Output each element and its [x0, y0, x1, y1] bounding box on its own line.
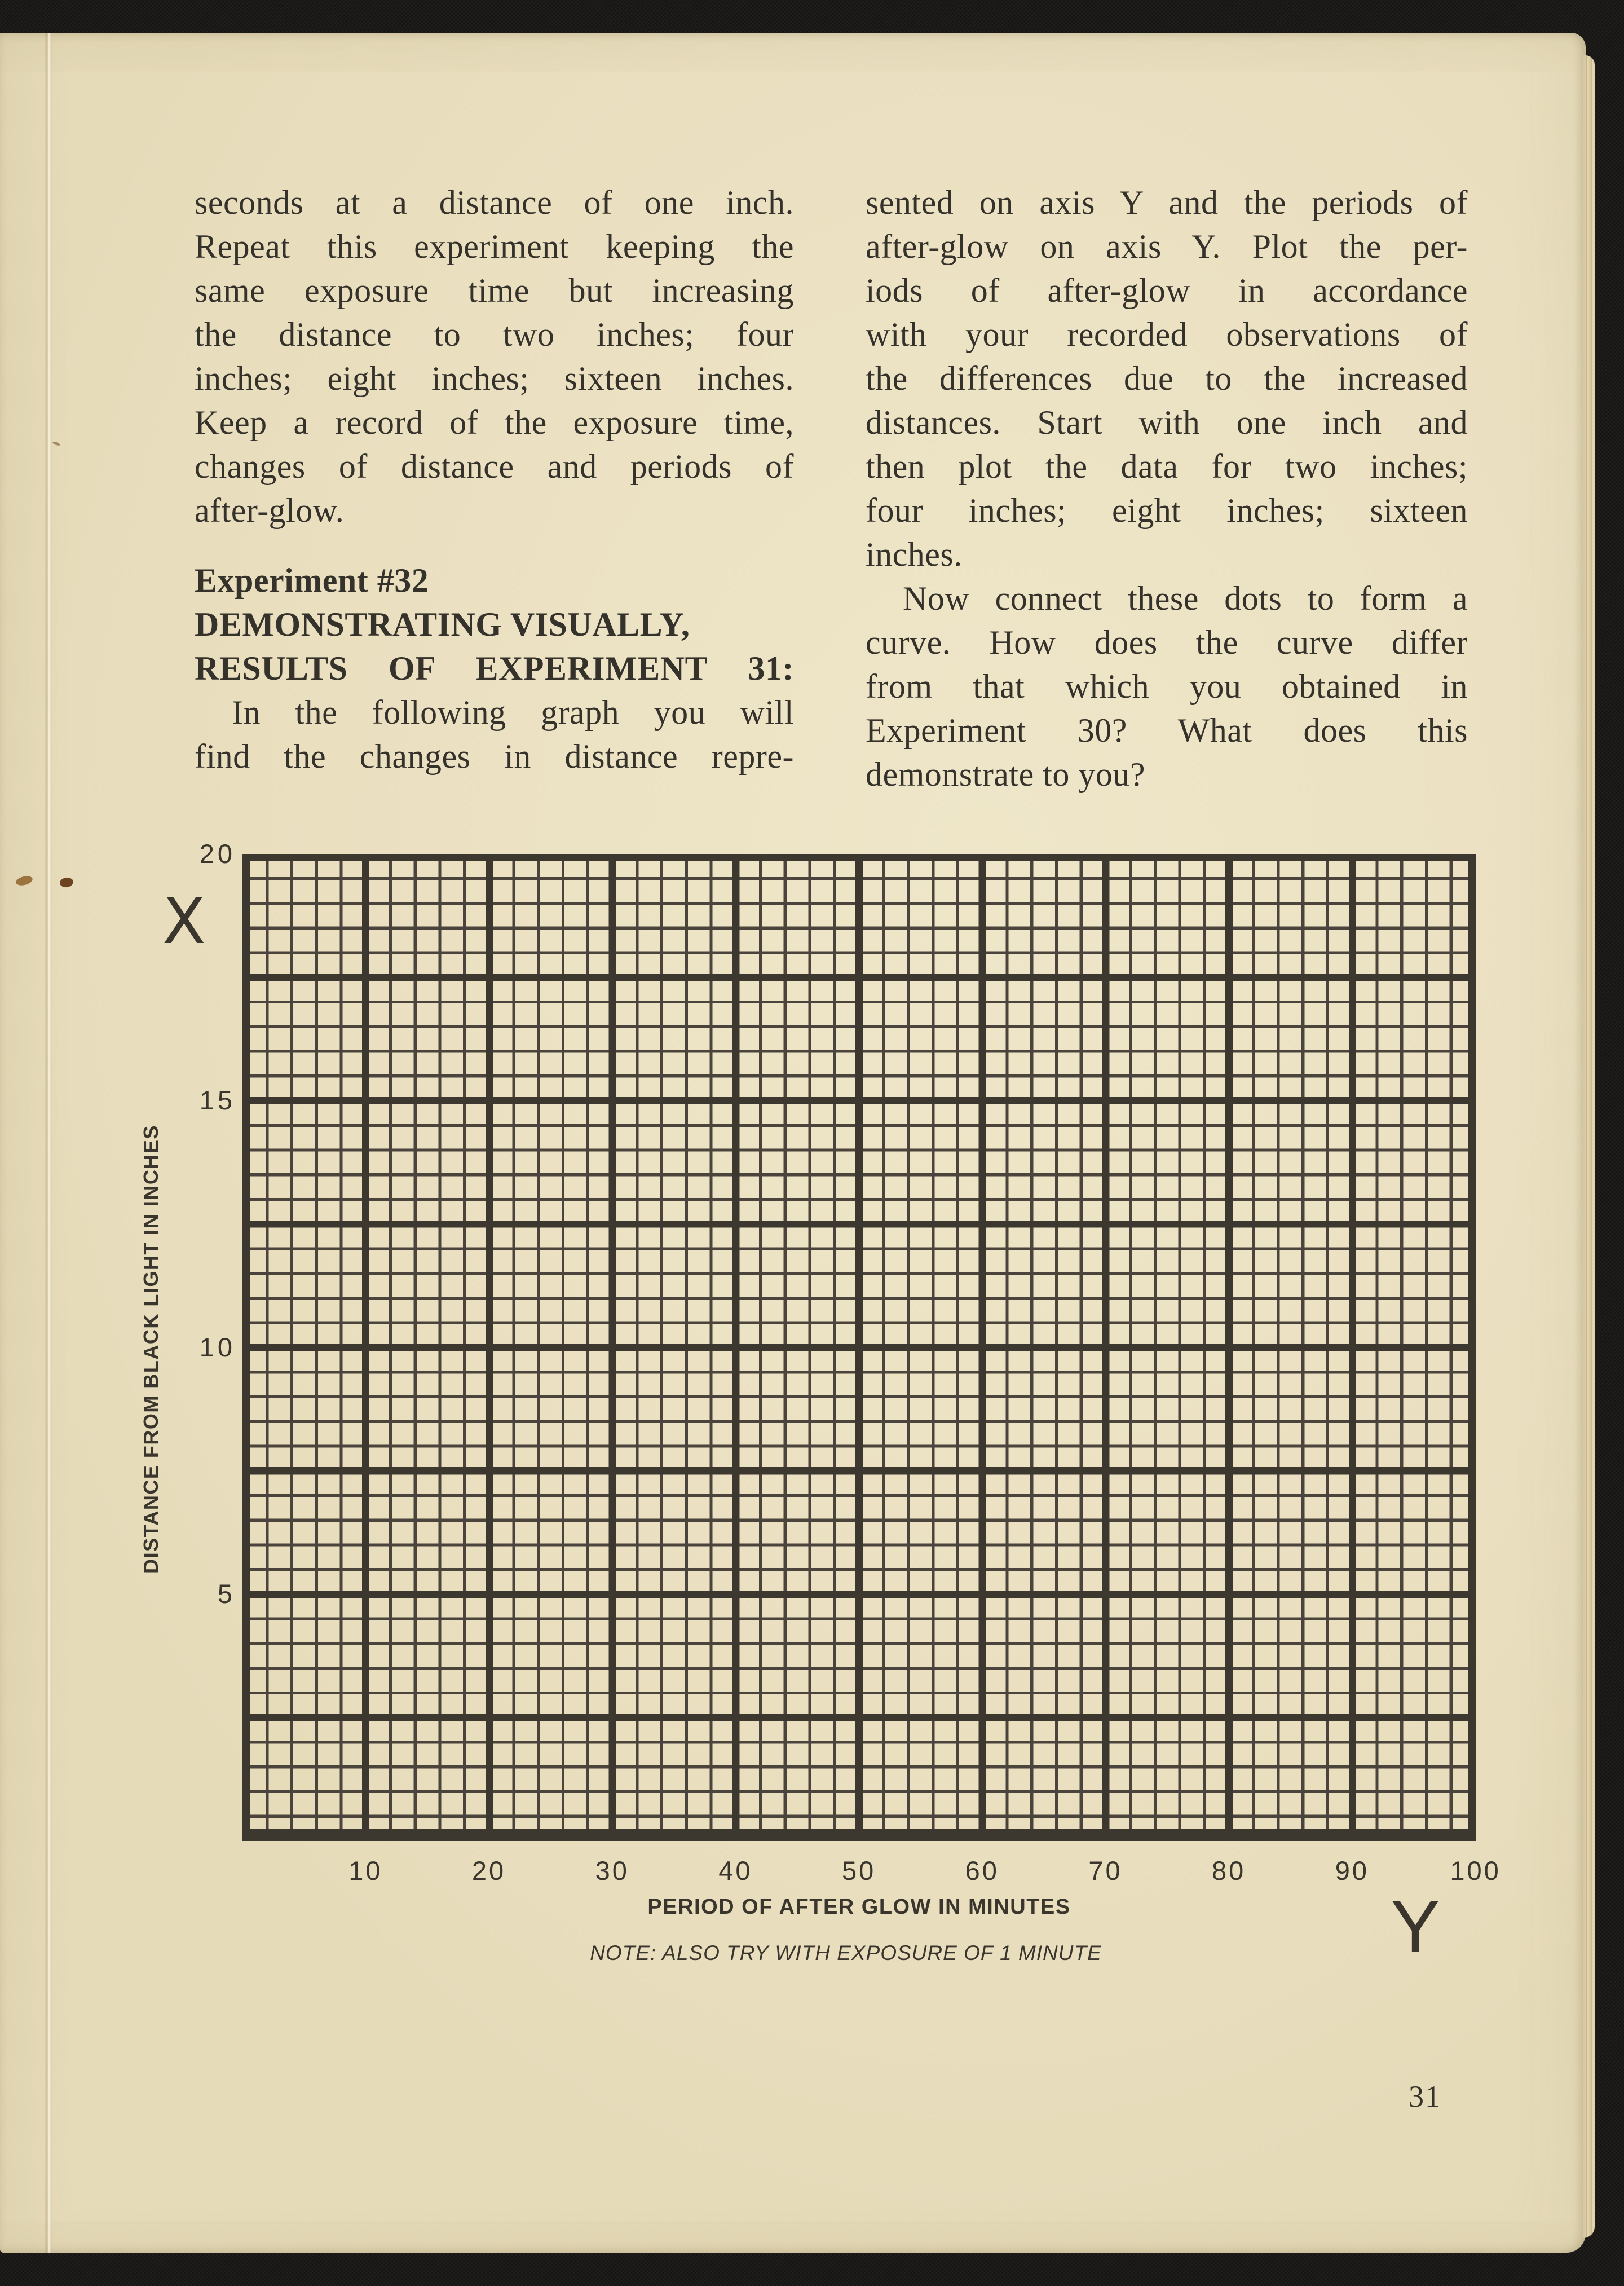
- text-line: after-glow on axis Y. Plot the per-: [866, 228, 1468, 265]
- text-line: inches; eight inches; sixteen inches.: [195, 360, 794, 397]
- x-axis-tick-labels: 10 20 30 40 50 60 70 80 90 100: [304, 1857, 1537, 1885]
- gutter-crease: [44, 33, 52, 2253]
- text-line: Repeat this experiment keeping the: [195, 228, 794, 265]
- y-axis-tick-label: 5: [217, 1578, 236, 1609]
- x-axis-tick-label: 40: [718, 1856, 753, 1886]
- vertical-axis-title-text: DISTANCE FROM BLACK LIGHT IN INCHES: [139, 1125, 162, 1574]
- text-line: from that which you obtained in: [866, 668, 1468, 705]
- y-axis-tick-label: 20: [199, 839, 236, 869]
- page-number: 31: [1409, 2080, 1441, 2113]
- text-line: the differences due to the increased: [866, 360, 1468, 397]
- chart-note: NOTE: ALSO TRY WITH EXPOSURE OF 1 MINUTE: [590, 1941, 1102, 1965]
- page-stack-edge: [1583, 55, 1595, 2238]
- text-line: iods of after-glow in accordance: [866, 272, 1468, 309]
- paper-speck: [15, 874, 34, 887]
- x-axis-tick-label: 80: [1212, 1856, 1246, 1886]
- text-line: demonstrate to you?: [866, 756, 1146, 793]
- paper-speck: [52, 441, 61, 447]
- graph-paper-grid: [242, 854, 1476, 1841]
- text-line: In the following graph you will: [232, 694, 794, 731]
- x-axis-tick-label: 100: [1450, 1856, 1501, 1886]
- right-column-paragraph-1: sented on axis Y and the periods of after…: [866, 180, 1468, 576]
- right-column-paragraph-2: Now connect these dots to form a curve. H…: [866, 576, 1468, 796]
- text-line: four inches; eight inches; sixteen: [866, 492, 1468, 529]
- text-line: sented on axis Y and the periods of: [866, 184, 1468, 221]
- text-line: Experiment 30? What does this: [866, 712, 1468, 749]
- text-line: seconds at a distance of one inch.: [195, 184, 794, 221]
- x-axis-tick-label: 10: [348, 1856, 383, 1886]
- text-line: inches.: [866, 536, 963, 573]
- x-axis-tick-label: 50: [841, 1856, 876, 1886]
- text-line: then plot the data for two inches;: [866, 448, 1468, 485]
- text-line: RESULTS OF EXPERIMENT 31:: [195, 650, 794, 687]
- text-line: with your recorded observations of: [866, 316, 1468, 353]
- experiment-heading: Experiment #32 DEMONSTRATING VISUALLY, RES…: [195, 558, 794, 690]
- vertical-axis-letter: X: [162, 885, 206, 958]
- x-axis-tick-label: 70: [1088, 1856, 1123, 1886]
- text-line: distances. Start with one inch and: [866, 404, 1468, 441]
- y-axis-tick-label: 15: [199, 1085, 236, 1116]
- text-line: changes of distance and periods of: [195, 448, 794, 485]
- x-axis-tick-label: 20: [471, 1856, 506, 1886]
- horizontal-axis-letter: Y: [1391, 1885, 1441, 1968]
- text-line: DEMONSTRATING VISUALLY,: [195, 606, 690, 643]
- text-line: Keep a record of the exposure time,: [195, 404, 794, 441]
- left-column-paragraph-2: In the following graph you will find the …: [195, 690, 794, 778]
- y-axis-tick-labels: 20 15 10 5: [169, 838, 232, 1610]
- text-line: Experiment #32: [195, 562, 429, 599]
- y-axis-tick-label: 10: [199, 1332, 236, 1362]
- left-column-paragraph-1: seconds at a distance of one inch. Repeat…: [195, 180, 794, 532]
- paper-speck: [59, 876, 74, 888]
- x-axis-tick-label: 30: [595, 1856, 629, 1886]
- text-line: same exposure time but increasing: [195, 272, 794, 309]
- x-axis-tick-label: 60: [965, 1856, 999, 1886]
- text-line: after-glow.: [195, 492, 345, 529]
- x-axis-tick-label: 90: [1335, 1856, 1369, 1886]
- text-line: Now connect these dots to form a: [903, 580, 1468, 617]
- text-line: find the changes in distance repre-: [195, 738, 794, 775]
- horizontal-axis-title: PERIOD OF AFTER GLOW IN MINUTES: [647, 1895, 1071, 1919]
- text-line: curve. How does the curve differ: [866, 624, 1468, 661]
- text-line: the distance to two inches; four: [195, 316, 794, 353]
